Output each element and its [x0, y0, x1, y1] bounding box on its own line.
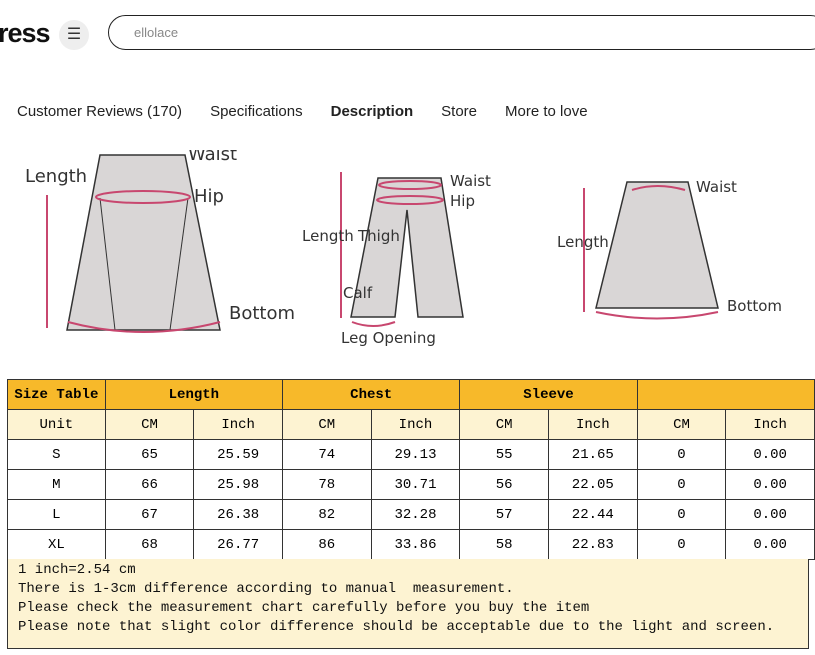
header-cell: Chest — [282, 379, 461, 410]
cell: S — [7, 439, 106, 470]
label: Waist — [450, 172, 491, 190]
unit-row: Unit CM Inch CM Inch CM Inch CM Inch — [7, 409, 815, 440]
label: Hip — [194, 186, 224, 207]
skirt-shape — [595, 181, 719, 309]
row: L 67 26.38 82 32.28 57 22.44 0 0.00 — [7, 499, 815, 530]
label: Hip — [450, 192, 475, 210]
cell: 66 — [104, 469, 195, 500]
cell: 78 — [282, 469, 372, 500]
cell: 56 — [459, 469, 549, 500]
cell: 0 — [636, 529, 727, 560]
header-row: Size Table Length Chest Sleeve — [7, 379, 815, 410]
unit-cell: CM — [282, 409, 372, 440]
unit-cell: Inch — [193, 409, 284, 440]
pants-shape — [350, 177, 464, 318]
label: Calf — [343, 284, 373, 302]
row: M 66 25.98 78 30.71 56 22.05 0 0.00 — [7, 469, 815, 500]
cell: 22.44 — [547, 499, 638, 530]
cell: 0.00 — [725, 529, 815, 560]
cell: 25.59 — [193, 439, 284, 470]
label: Leg Opening — [341, 329, 436, 347]
label: Bottom — [229, 303, 295, 324]
waist-line — [631, 185, 686, 191]
cell: M — [7, 469, 106, 500]
cell: 33.86 — [370, 529, 461, 560]
hip-line — [376, 195, 444, 205]
unit-cell: CM — [104, 409, 195, 440]
note-line: Please check the measurement chart caref… — [18, 600, 590, 616]
tab[interactable]: More to love — [505, 103, 588, 120]
cell: 22.83 — [547, 529, 638, 560]
cell: 68 — [104, 529, 195, 560]
cell: 0.00 — [725, 499, 815, 530]
tabs: Customer Reviews (170) Specifications Desc… — [17, 103, 616, 120]
menu-button[interactable]: ☰ — [59, 20, 89, 50]
cell: 25.98 — [193, 469, 284, 500]
cell: 65 — [104, 439, 195, 470]
label: Waist — [696, 178, 737, 196]
header-cell: Sleeve — [459, 379, 638, 410]
note-line: Please note that slight color difference… — [18, 619, 775, 635]
cell: 32.28 — [370, 499, 461, 530]
unit-cell: Inch — [547, 409, 638, 440]
tab[interactable]: Customer Reviews (170) — [17, 103, 183, 120]
row: S 65 25.59 74 29.13 55 21.65 0 0.00 — [7, 439, 815, 470]
waist-line — [378, 180, 442, 190]
label: Waist — [188, 150, 237, 165]
leg-line — [351, 321, 396, 327]
cell: 29.13 — [370, 439, 461, 470]
cell: 57 — [459, 499, 549, 530]
label: Thigh — [357, 227, 400, 245]
logo[interactable]: ress — [0, 18, 51, 48]
notes: 1 inch=2.54 cm There is 1-3cm difference … — [7, 559, 809, 649]
unit-cell: CM — [636, 409, 727, 440]
cell: 55 — [459, 439, 549, 470]
skirt-shape — [66, 154, 221, 331]
unit-cell: CM — [459, 409, 549, 440]
seam — [169, 197, 189, 331]
note-line: There is 1-3cm difference according to m… — [18, 581, 514, 597]
cell: 22.05 — [547, 469, 638, 500]
cell: 0 — [636, 439, 727, 470]
tab[interactable]: Specifications — [210, 103, 303, 120]
label: Length — [25, 166, 87, 187]
cell: 26.38 — [193, 499, 284, 530]
cell: 82 — [282, 499, 372, 530]
cell: 21.65 — [547, 439, 638, 470]
cell: 0 — [636, 499, 727, 530]
header-cell: Size Table — [7, 379, 106, 410]
tab[interactable]: Store — [441, 103, 477, 120]
cell: 0 — [636, 469, 727, 500]
cell: XL — [7, 529, 106, 560]
cell: 0.00 — [725, 439, 815, 470]
search-box[interactable]: ellolace — [108, 15, 815, 50]
size-table: Size Table Length Chest Sleeve Unit CM Inch CM I… — [7, 379, 815, 560]
header-cell — [636, 379, 815, 410]
cell: 67 — [104, 499, 195, 530]
seam — [99, 197, 116, 331]
cell: 0.00 — [725, 469, 815, 500]
unit-cell: Unit — [7, 409, 106, 440]
header-cell: Length — [104, 379, 284, 410]
unit-cell: Inch — [370, 409, 461, 440]
cell: 74 — [282, 439, 372, 470]
label: Length — [557, 233, 609, 251]
bottom-line — [67, 321, 221, 333]
cell: 86 — [282, 529, 372, 560]
label: Length — [302, 227, 354, 245]
unit-cell: Inch — [725, 409, 815, 440]
cell: 30.71 — [370, 469, 461, 500]
cell: L — [7, 499, 106, 530]
cell: 26.77 — [193, 529, 284, 560]
note-line: 1 inch=2.54 cm — [18, 562, 136, 578]
bottom-line — [595, 311, 719, 320]
diagrams: Waist Length Hip Bottom Waist Hip Length… — [25, 150, 782, 347]
cell: 58 — [459, 529, 549, 560]
hip-line — [95, 190, 191, 204]
tab[interactable]: Description — [330, 103, 414, 120]
row: XL 68 26.77 86 33.86 58 22.83 0 0.00 — [7, 529, 815, 560]
label: Bottom — [727, 297, 782, 315]
